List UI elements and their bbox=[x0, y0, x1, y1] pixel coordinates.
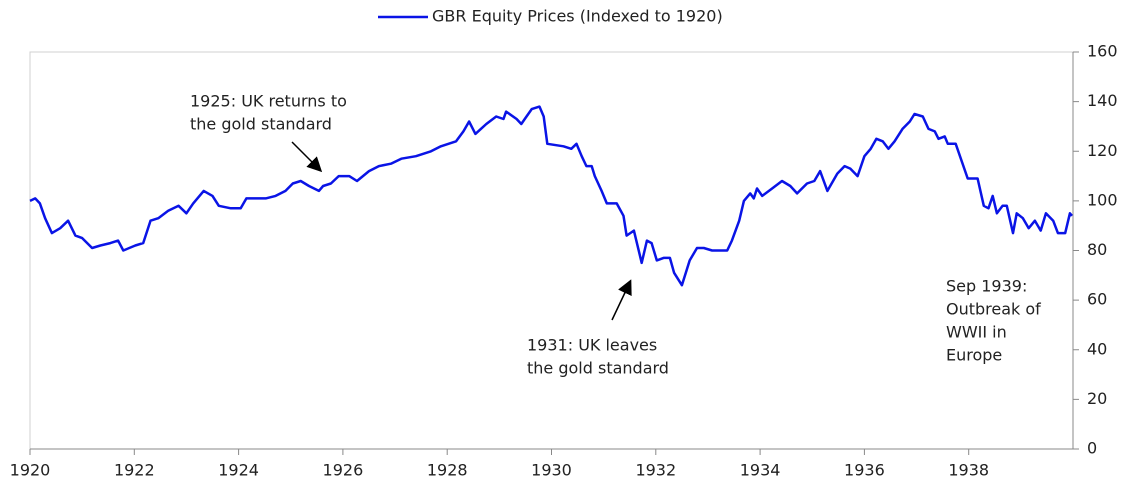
y-tick-label: 40 bbox=[1087, 339, 1107, 358]
legend-label: GBR Equity Prices (Indexed to 1920) bbox=[432, 7, 723, 26]
plot-frame bbox=[29, 51, 1074, 450]
annotation: Sep 1939: bbox=[946, 277, 1027, 296]
x-tick-label: 1920 bbox=[10, 461, 51, 480]
y-tick-label: 20 bbox=[1087, 389, 1107, 408]
x-tick-label: 1924 bbox=[218, 461, 259, 480]
x-tick-label: 1932 bbox=[635, 461, 676, 480]
y-tick-label: 120 bbox=[1087, 141, 1118, 160]
annotation: the gold standard bbox=[190, 115, 332, 134]
annotation-arrow bbox=[611, 279, 632, 321]
x-tick-label: 1930 bbox=[531, 461, 572, 480]
annotation: the gold standard bbox=[527, 359, 669, 378]
annotation: WWII in bbox=[946, 323, 1007, 342]
x-tick-label: 1928 bbox=[427, 461, 468, 480]
x-tick-label: 1938 bbox=[948, 461, 989, 480]
annotation: 1925: UK returns to bbox=[190, 92, 347, 111]
data-line bbox=[29, 105, 1073, 287]
x-tick-label: 1934 bbox=[740, 461, 781, 480]
annotation-arrow bbox=[291, 141, 323, 173]
y-tick-label: 140 bbox=[1087, 91, 1118, 110]
x-tick-label: 1926 bbox=[323, 461, 364, 480]
annotation: 1931: UK leaves bbox=[527, 336, 657, 355]
y-tick-label: 0 bbox=[1087, 439, 1097, 458]
x-tick-label: 1936 bbox=[844, 461, 885, 480]
annotation: Europe bbox=[946, 346, 1002, 365]
y-tick-label: 80 bbox=[1087, 240, 1107, 259]
y-tick-label: 100 bbox=[1087, 190, 1118, 209]
y-tick-label: 160 bbox=[1087, 42, 1118, 61]
annotation: Outbreak of bbox=[946, 300, 1041, 319]
y-tick-label: 60 bbox=[1087, 290, 1107, 309]
x-tick-label: 1922 bbox=[114, 461, 155, 480]
